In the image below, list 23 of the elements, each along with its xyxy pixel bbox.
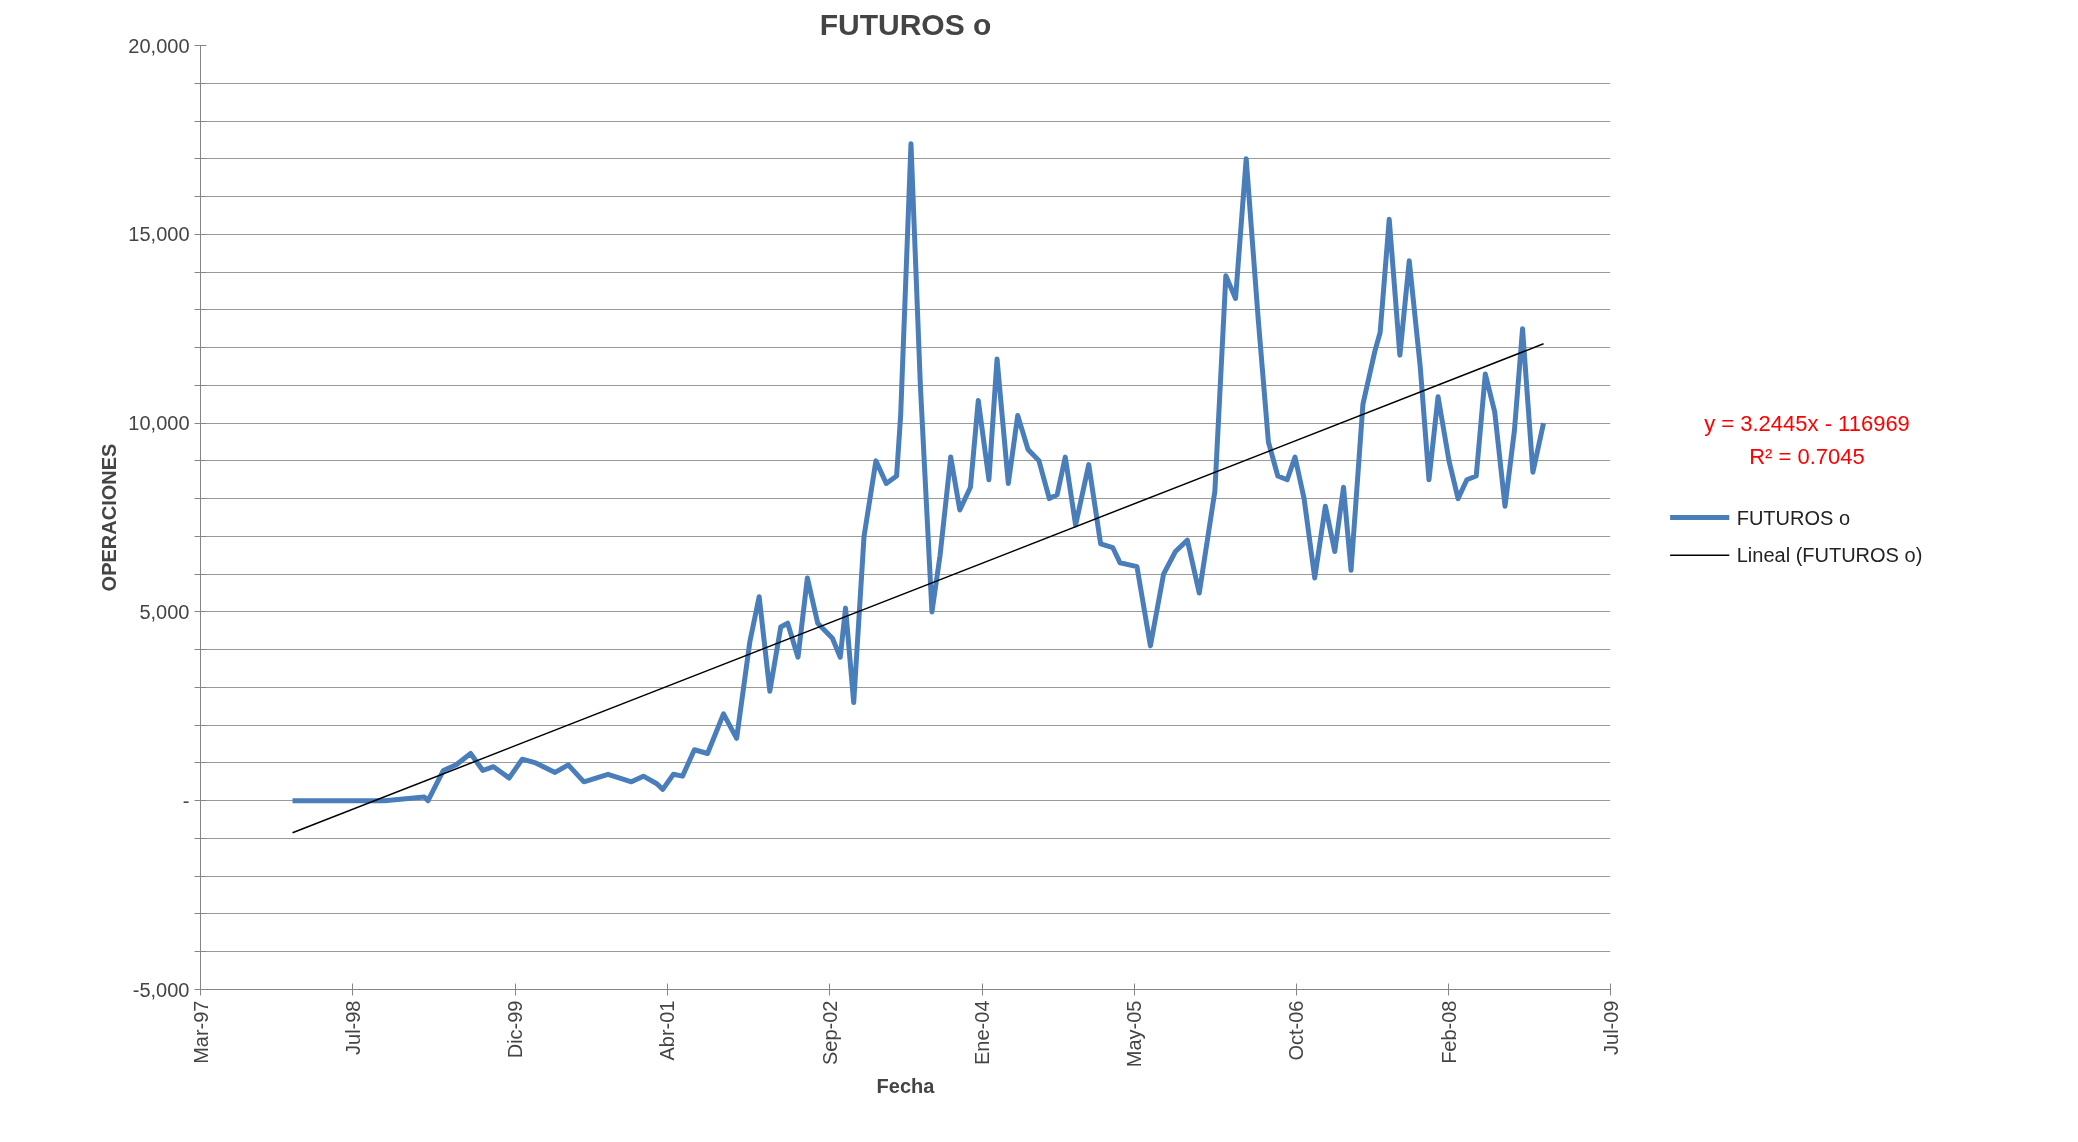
x-tick-label: Abr-01 <box>656 1000 679 1061</box>
x-tick-label: May-05 <box>1123 1000 1146 1068</box>
x-tick-label: Oct-06 <box>1285 1000 1308 1061</box>
x-tick-label: Ene-04 <box>971 1000 994 1065</box>
y-tick-label: - <box>182 789 190 812</box>
x-tick-label: Jul-09 <box>1599 1000 1622 1055</box>
legend-label: FUTUROS o <box>1736 506 1851 529</box>
x-tick-label: Mar-97 <box>189 1000 212 1064</box>
y-tick-label: 15,000 <box>128 223 190 246</box>
y-tick-label: 5,000 <box>139 600 190 623</box>
text: R² = 0.7045 <box>1749 443 1865 469</box>
x-tick-label: Feb-08 <box>1438 1000 1460 1064</box>
legend-label: Lineal (FUTUROS o) <box>1736 544 1923 567</box>
chart-title: FUTUROS o <box>819 7 992 41</box>
y-tick-label: 20,000 <box>128 34 190 57</box>
y-tick-label: 10,000 <box>128 412 190 435</box>
x-tick-label: Sep-02 <box>818 1000 841 1065</box>
y-tick-label: -5,000 <box>132 978 190 1001</box>
x-axis-title: Fecha <box>876 1075 936 1098</box>
y-axis-title: OPERACIONES <box>98 443 121 592</box>
text: y = 3.2445x - 116969 <box>1704 410 1910 436</box>
x-tick-label: Dic-99 <box>504 1000 527 1059</box>
x-tick-label: Jul-98 <box>341 1000 364 1055</box>
